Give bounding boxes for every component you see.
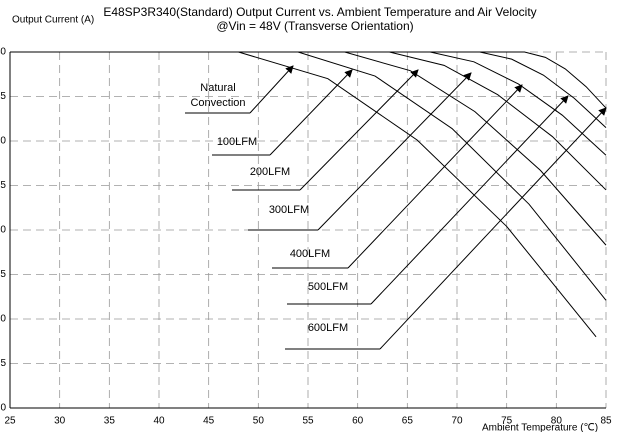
y-tick-label: 40 bbox=[0, 47, 6, 58]
y-tick-label: 20 bbox=[0, 225, 6, 236]
annotation: 400LFM bbox=[290, 248, 330, 260]
arrow bbox=[370, 95, 569, 305]
arrow bbox=[249, 65, 294, 114]
chart-title: E48SP3R340(Standard) Output Current vs. … bbox=[103, 5, 536, 19]
y-tick-label: 5 bbox=[0, 358, 6, 369]
x-tick-label: 25 bbox=[4, 416, 16, 427]
annotation: 500LFM bbox=[308, 281, 348, 293]
arrow bbox=[317, 72, 472, 231]
y-tick-label: 15 bbox=[0, 269, 6, 280]
x-tick-label: 50 bbox=[253, 416, 265, 427]
x-axis-label: Ambient Temperature (℃) bbox=[482, 423, 598, 432]
y-tick-label: 30 bbox=[0, 136, 6, 147]
arrow bbox=[269, 69, 353, 156]
y-axis-label: Output Current (A) bbox=[12, 15, 94, 26]
arrow bbox=[379, 107, 607, 350]
annotation: 100LFM bbox=[217, 136, 257, 148]
x-tick-label: 30 bbox=[54, 416, 66, 427]
y-tick-label: 35 bbox=[0, 91, 6, 102]
annotation: Natural bbox=[200, 82, 235, 94]
chart-subtitle: @Vin = 48V (Transverse Orientation) bbox=[216, 19, 413, 33]
x-tick-label: 55 bbox=[302, 416, 314, 427]
y-tick-label: 25 bbox=[0, 180, 6, 191]
annotation: Convection bbox=[190, 97, 245, 109]
x-tick-label: 75 bbox=[501, 416, 513, 427]
x-tick-label: 85 bbox=[600, 416, 612, 427]
x-tick-label: 40 bbox=[153, 416, 165, 427]
annotation: 200LFM bbox=[250, 166, 290, 178]
x-tick-label: 45 bbox=[203, 416, 215, 427]
x-tick-label: 80 bbox=[551, 416, 563, 427]
arrow bbox=[347, 84, 523, 269]
x-tick-label: 35 bbox=[104, 416, 116, 427]
series-line bbox=[10, 51, 607, 109]
x-tick-label: 65 bbox=[402, 416, 414, 427]
x-tick-label: 60 bbox=[352, 416, 364, 427]
y-tick-label: 10 bbox=[0, 314, 6, 325]
annotation: 600LFM bbox=[308, 322, 348, 334]
y-tick-label: 0 bbox=[0, 403, 6, 414]
annotation: 300LFM bbox=[269, 204, 309, 216]
arrow bbox=[299, 69, 419, 191]
x-tick-label: 70 bbox=[451, 416, 463, 427]
series-line bbox=[10, 51, 597, 338]
